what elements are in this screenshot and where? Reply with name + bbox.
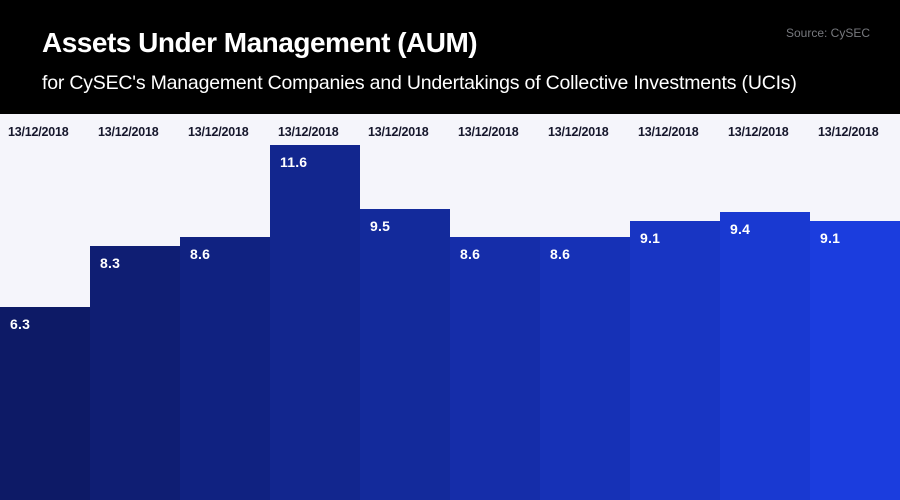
bar: 11.6 xyxy=(270,144,360,500)
chart-header: Assets Under Management (AUM) for CySEC'… xyxy=(0,0,900,114)
bar-value-label: 9.1 xyxy=(640,230,661,247)
bar-column: 13/12/2018 8.6 xyxy=(180,114,270,500)
bar-value-label: 9.5 xyxy=(370,217,391,234)
bar-column: 13/12/2018 9.1 xyxy=(810,114,900,500)
bar: 9.1 xyxy=(630,221,720,500)
bar-column: 13/12/2018 9.5 xyxy=(360,114,450,500)
x-axis-date-label: 13/12/2018 xyxy=(818,125,879,139)
bar-column: 13/12/2018 8.3 xyxy=(90,114,180,500)
bar: 8.6 xyxy=(180,236,270,500)
bar-value-label: 8.6 xyxy=(190,245,211,262)
bar-column: 13/12/2018 11.6 xyxy=(270,114,360,500)
x-axis-date-label: 13/12/2018 xyxy=(458,125,519,139)
bar-value-label: 8.6 xyxy=(460,245,481,262)
bar: 9.4 xyxy=(720,212,810,500)
x-axis-date-label: 13/12/2018 xyxy=(638,125,699,139)
source-attribution: Source: CySEC xyxy=(785,26,870,40)
x-axis-date-label: 13/12/2018 xyxy=(368,125,429,139)
bar: 8.6 xyxy=(540,236,630,500)
bar-column: 13/12/2018 8.6 xyxy=(540,114,630,500)
bar-value-label: 9.1 xyxy=(820,230,841,247)
x-axis-date-label: 13/12/2018 xyxy=(188,125,249,139)
bar-value-label: 6.3 xyxy=(10,316,31,332)
x-axis-date-label: 13/12/2018 xyxy=(98,125,159,139)
x-axis-date-label: 13/12/2018 xyxy=(278,125,339,139)
bar: 8.3 xyxy=(90,245,180,500)
bar-column: 13/12/2018 8.6 xyxy=(450,114,540,500)
chart-title: Assets Under Management (AUM) xyxy=(42,27,478,58)
bar-value-label: 8.6 xyxy=(550,245,571,262)
bar-column: 13/12/2018 9.1 xyxy=(630,114,720,500)
bar: 8.6 xyxy=(450,236,540,500)
bar: 9.5 xyxy=(360,208,450,500)
bar: 6.3 xyxy=(0,307,90,500)
bar-value-label: 8.3 xyxy=(100,254,121,271)
bar-column: 13/12/2018 9.4 xyxy=(720,114,810,500)
bar-column: 13/12/2018 6.3 xyxy=(0,114,90,500)
plot-area: 13/12/2018 6.3 13/12/2018 8.3 13/12/2018 8.6 1… xyxy=(0,114,900,500)
x-axis-date-label: 13/12/2018 xyxy=(728,125,789,139)
chart-subtitle: for CySEC's Management Companies and Und… xyxy=(42,72,797,95)
bar-value-label: 11.6 xyxy=(280,153,308,170)
bar: 9.1 xyxy=(810,221,900,500)
bar-value-label: 9.4 xyxy=(730,221,751,238)
x-axis-date-label: 13/12/2018 xyxy=(548,125,609,139)
x-axis-date-label: 13/12/2018 xyxy=(8,125,69,139)
